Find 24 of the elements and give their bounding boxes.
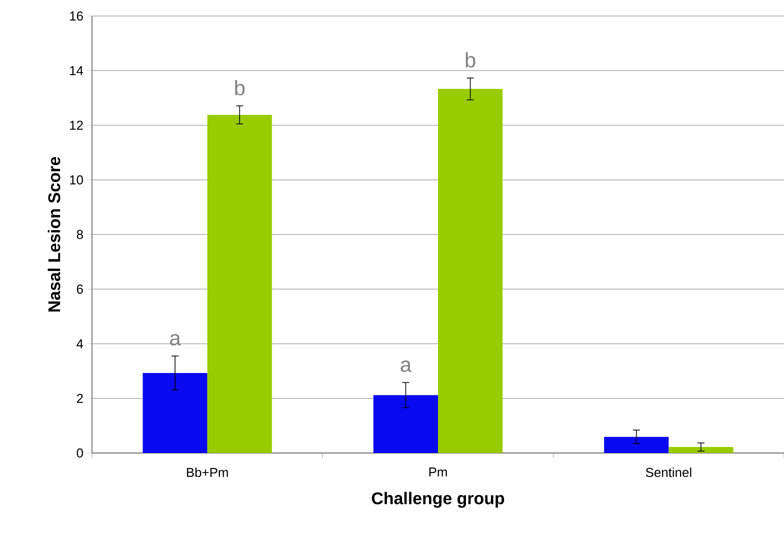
bar: [668, 446, 734, 453]
y-tick-label: 6: [76, 284, 83, 294]
y-tick-label: 12: [70, 120, 83, 130]
y-tick-label: 0: [76, 448, 83, 458]
bar: [142, 372, 208, 453]
y-tick-label: 14: [70, 66, 84, 76]
x-tick-label: Sentinel: [646, 468, 692, 478]
bar: [373, 395, 438, 453]
annotation: a: [400, 360, 412, 372]
x-axis-title: Challenge group: [372, 492, 504, 508]
bar: [604, 436, 669, 453]
annotation: a: [170, 334, 181, 346]
x-tick-label: Pm: [429, 468, 447, 476]
bar: [438, 88, 503, 453]
bar: [207, 114, 272, 453]
annotation: b: [235, 80, 245, 96]
y-tick-label: 8: [76, 230, 83, 240]
y-axis-title: Nasal Lesion Score: [48, 156, 60, 312]
y-tick-label: 16: [70, 11, 83, 21]
y-tick-label: 10: [70, 175, 83, 184]
annotation: b: [466, 52, 476, 68]
y-tick-label: 2: [76, 394, 83, 403]
x-tick-label: Bb+Pm: [186, 468, 228, 478]
y-tick-label: 4: [76, 339, 84, 348]
